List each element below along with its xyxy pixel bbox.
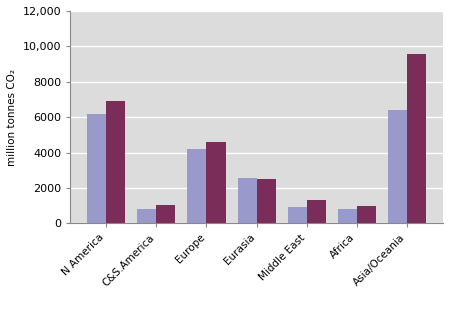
Bar <box>207 142 225 223</box>
Y-axis label: million tonnes CO₂: million tonnes CO₂ <box>7 69 17 166</box>
Bar <box>307 200 326 223</box>
Bar <box>187 149 207 223</box>
Bar <box>388 110 407 223</box>
Bar <box>106 101 125 223</box>
Bar <box>288 207 307 223</box>
Bar <box>137 209 156 223</box>
Bar <box>357 206 376 223</box>
Bar <box>156 205 176 223</box>
Bar <box>407 54 426 223</box>
Bar <box>338 209 357 223</box>
Bar <box>256 179 276 223</box>
Bar <box>238 178 256 223</box>
Bar <box>87 115 106 223</box>
